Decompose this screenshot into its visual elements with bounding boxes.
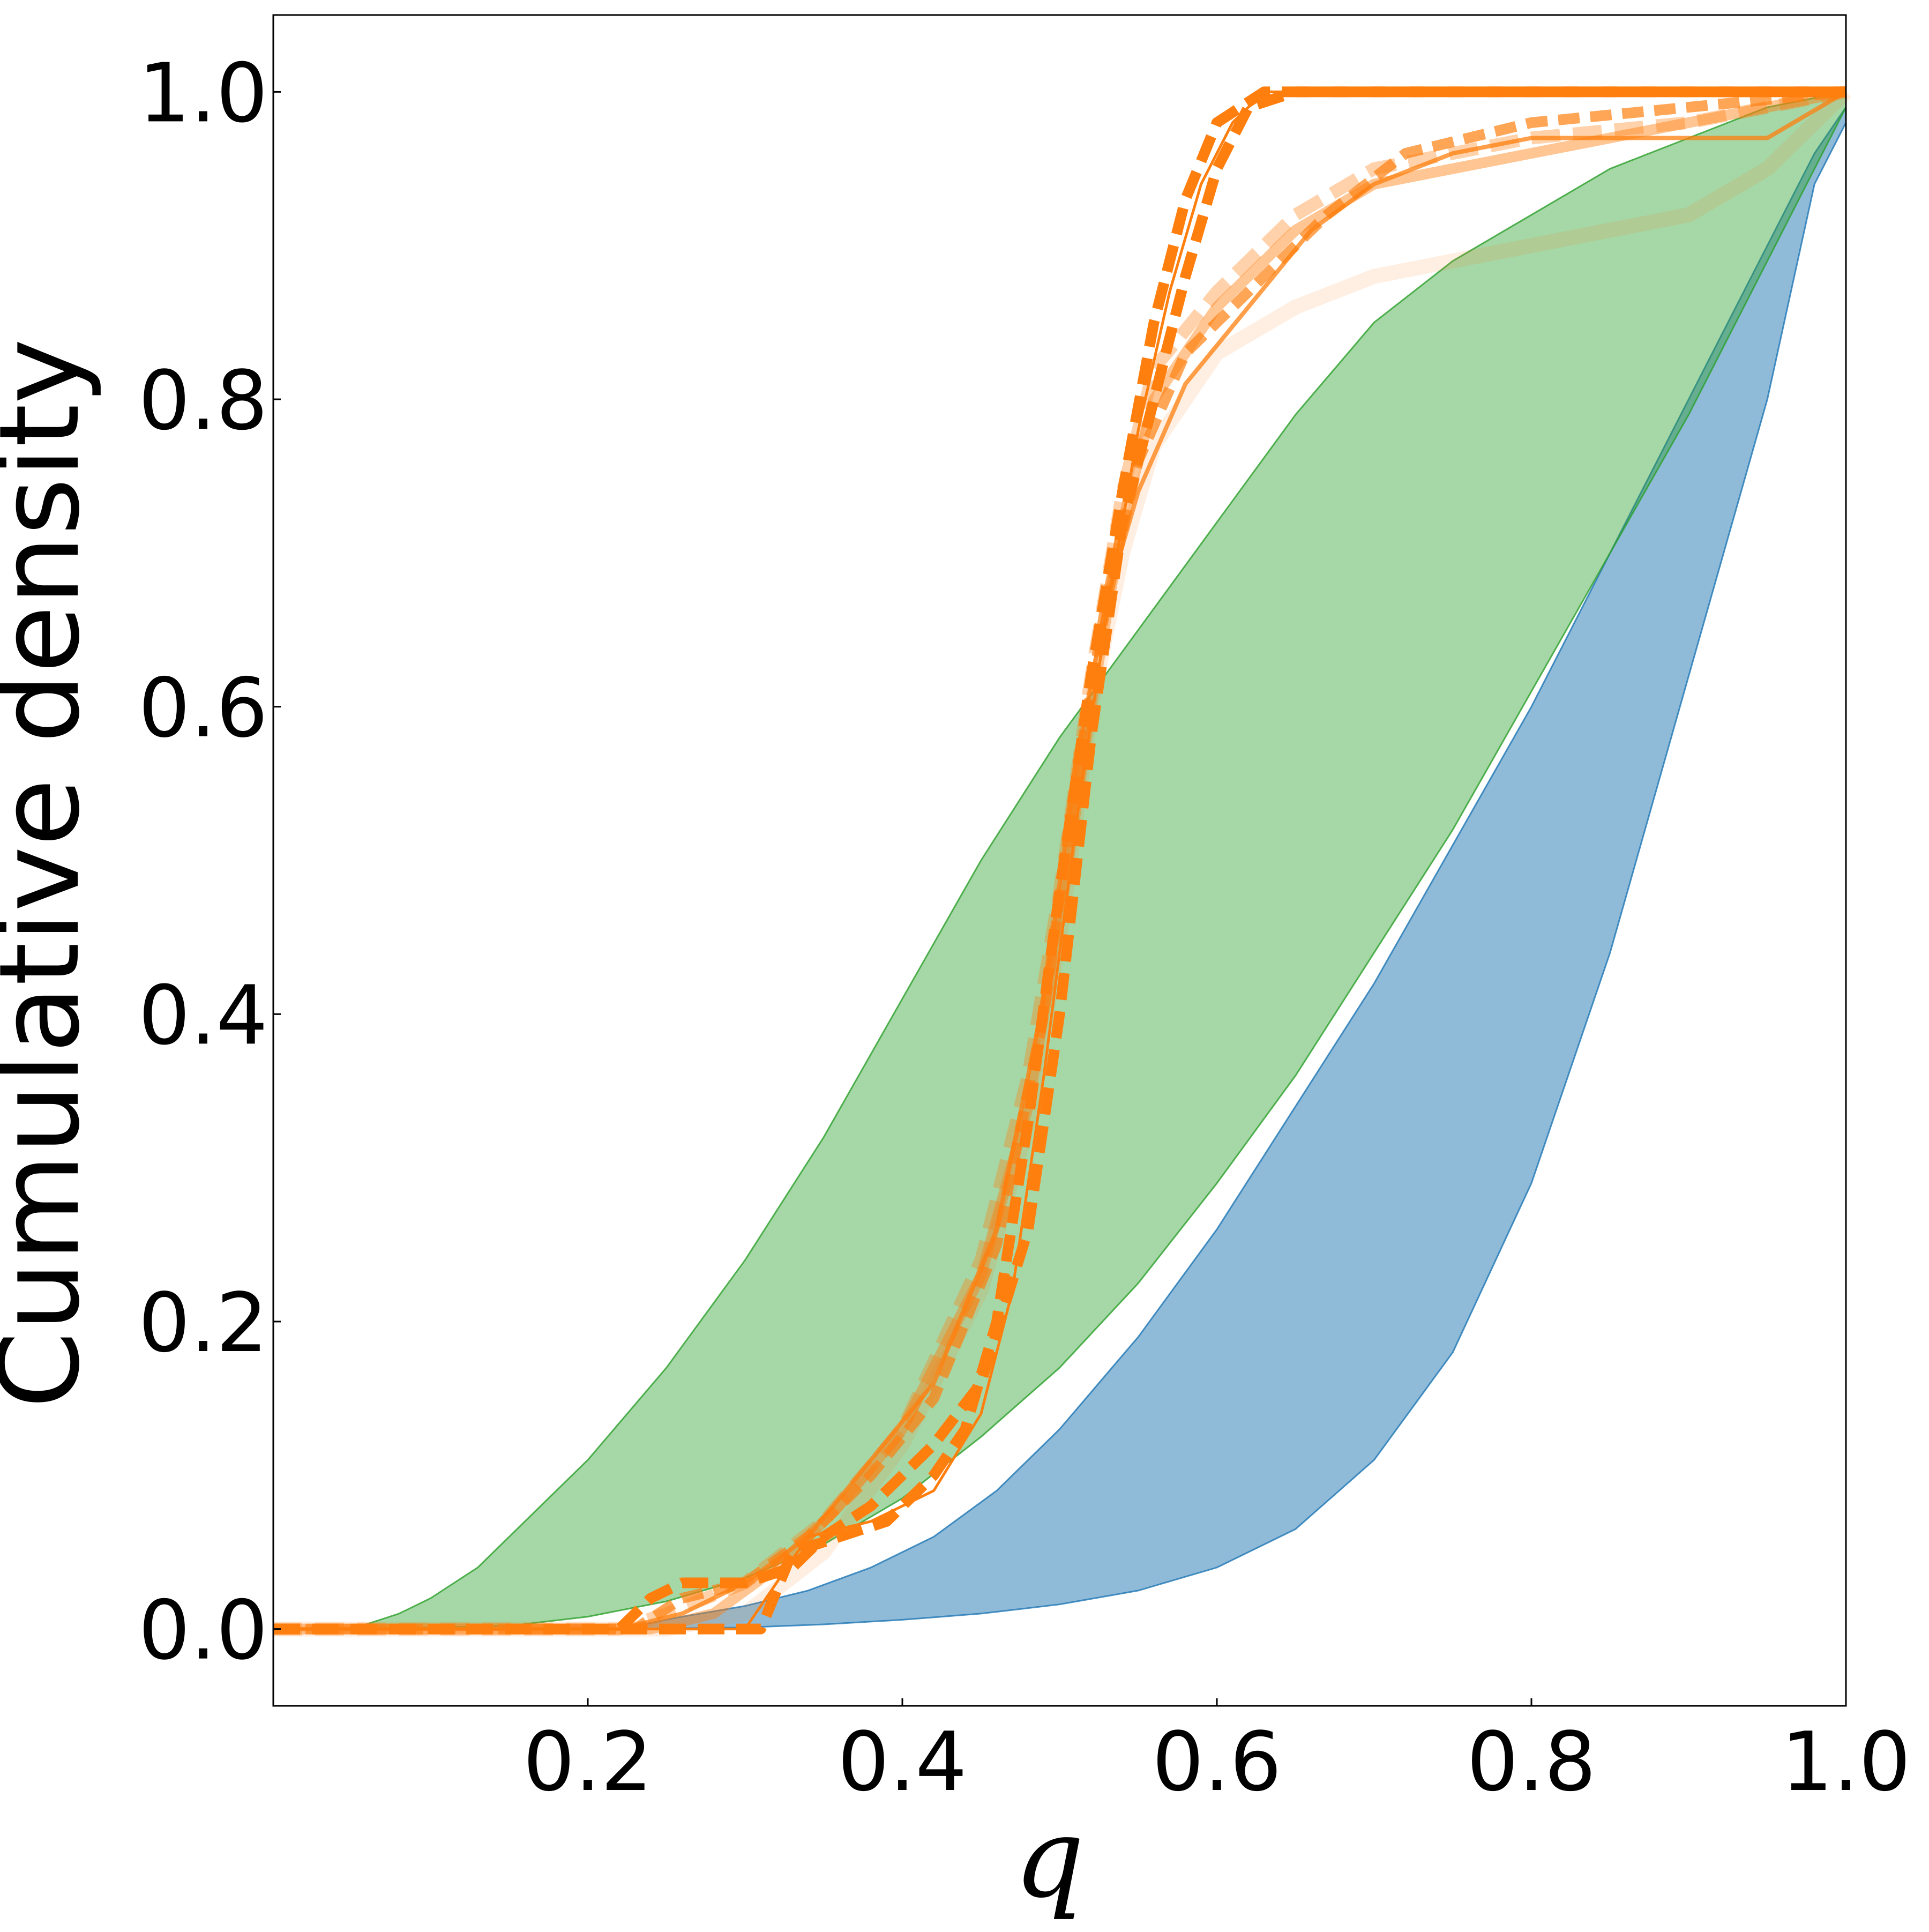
x-tick-label: 0.6 <box>1152 1714 1282 1809</box>
series-line-7 <box>273 86 1846 1635</box>
confidence-bands <box>352 91 1847 1630</box>
x-tick-label: 0.8 <box>1467 1714 1596 1809</box>
y-axis-ticks: 0.0 0.2 0.4 0.6 0.8 1.0 <box>138 46 281 1678</box>
y-tick-label: 1.0 <box>138 46 268 140</box>
y-tick-label: 0.4 <box>138 968 268 1063</box>
x-axis-ticks: 0.2 0.4 0.6 0.8 1.0 <box>523 1698 1911 1809</box>
cdf-series <box>273 85 1851 1637</box>
x-tick-label: 0.2 <box>523 1714 653 1809</box>
plot-frame <box>272 14 1847 1707</box>
y-tick-label: 0.0 <box>138 1583 268 1678</box>
series-line-5 <box>273 86 1846 1635</box>
x-tick-label: 1.0 <box>1781 1714 1911 1809</box>
y-tick-label: 0.8 <box>138 353 268 448</box>
y-tick-label: 0.2 <box>138 1275 268 1370</box>
y-tick-label: 0.6 <box>138 661 268 756</box>
x-tick-label: 0.4 <box>838 1714 967 1809</box>
y-axis-label: Cumulative density <box>0 339 104 1409</box>
band-0 <box>619 105 1847 1630</box>
series-line-6 <box>273 90 1846 1631</box>
x-axis-label: q <box>1014 1794 1085 1922</box>
